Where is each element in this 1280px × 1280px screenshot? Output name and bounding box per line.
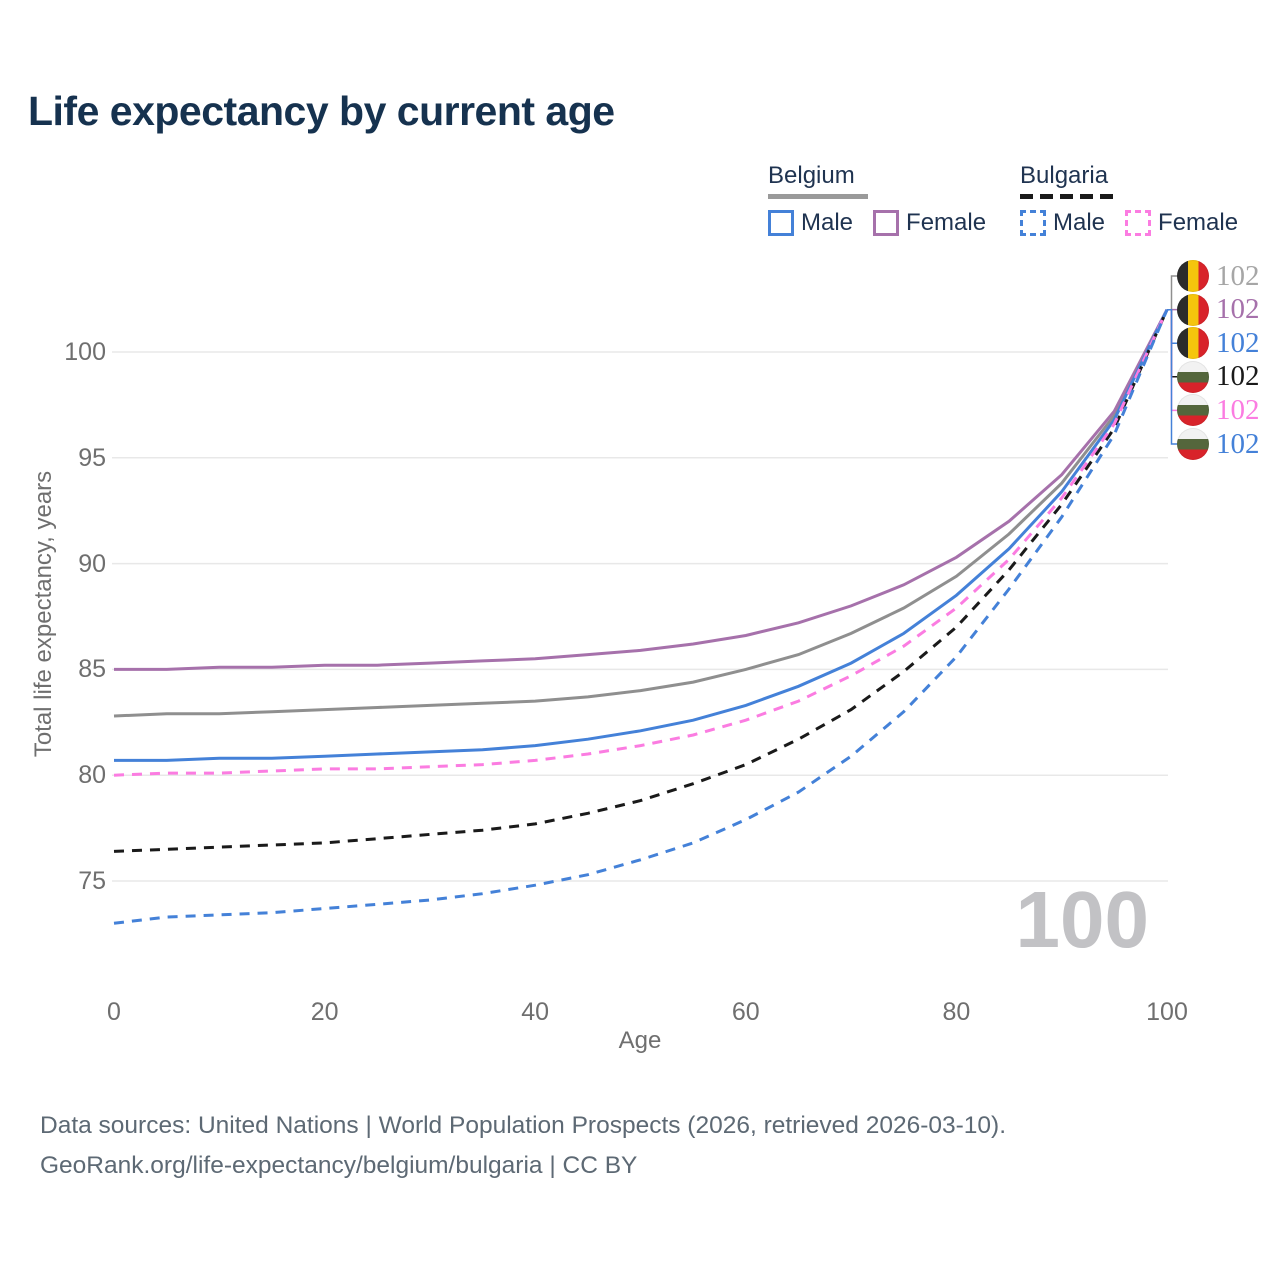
belgium-female-line-swatch <box>873 210 900 236</box>
legend-country-belgium-label: Belgium <box>768 162 855 189</box>
footer: Data sources: United Nations | World Pop… <box>40 1106 1006 1186</box>
legend-item-belgium-female-label: Female <box>906 209 987 236</box>
flag-bulgaria-icon <box>1177 360 1209 393</box>
end-label-connector-bulgaria-male <box>1167 308 1177 445</box>
legend-belgium-solid-line-swatch <box>768 194 868 199</box>
end-label-connector-belgium-all <box>1167 275 1177 311</box>
x-tick-40: 40 <box>521 998 550 1026</box>
legend-item-belgium-female[interactable]: Female <box>873 209 986 237</box>
end-label-belgium-all: 102 <box>1177 260 1260 293</box>
x-tick-60: 60 <box>731 998 760 1026</box>
y-tick-95: 95 <box>78 443 106 472</box>
page-title: Life expectancy by current age <box>28 88 615 134</box>
y-tick-90: 90 <box>78 549 106 578</box>
end-label-value-belgium-male: 102 <box>1216 326 1260 359</box>
legend-item-bulgaria-female-label: Female <box>1158 209 1239 236</box>
end-label-value-bulgaria-all: 102 <box>1216 360 1260 393</box>
belgium-male-line-swatch <box>768 210 794 236</box>
series-line-bulgaria-female <box>113 309 1169 777</box>
age-watermark: 100 <box>1015 875 1149 964</box>
legend-country-bulgaria-label: Bulgaria <box>1020 162 1109 189</box>
end-label-value-bulgaria-male: 102 <box>1216 427 1260 460</box>
legend-country-bulgaria[interactable]: Bulgaria <box>1020 162 1238 199</box>
x-tick-80: 80 <box>942 998 971 1026</box>
legend-group-bulgaria: Bulgaria Male Female <box>1020 162 1238 237</box>
end-label-value-belgium-female: 102 <box>1216 293 1260 326</box>
series-line-belgium-female <box>114 309 1169 671</box>
x-axis-title: Age <box>618 1027 662 1054</box>
legend-group-belgium: Belgium Male Female <box>768 162 986 237</box>
footer-data-sources: Data sources: United Nations | World Pop… <box>40 1112 1007 1139</box>
end-label-value-bulgaria-female: 102 <box>1216 393 1260 426</box>
y-tick-85: 85 <box>78 655 106 684</box>
y-tick-100: 100 <box>64 338 106 366</box>
end-label-belgium-female: 102 <box>1177 293 1260 326</box>
series-line-belgium-all <box>113 309 1169 718</box>
x-tick-100: 100 <box>1146 998 1188 1026</box>
flag-belgium-icon <box>1177 260 1209 292</box>
legend-item-bulgaria-male[interactable]: Male <box>1020 209 1105 237</box>
legend-bulgaria-dashed-line-swatch <box>1020 194 1118 199</box>
series-line-bulgaria-male <box>113 309 1169 925</box>
bulgaria-male-line-swatch <box>1020 210 1046 236</box>
series-line-bulgaria-all <box>113 309 1169 853</box>
legend-country-belgium[interactable]: Belgium <box>768 162 986 199</box>
end-label-bulgaria-all: 102 <box>1177 360 1260 393</box>
x-tick-0: 0 <box>107 998 121 1026</box>
x-tick-20: 20 <box>310 998 339 1026</box>
y-tick-80: 80 <box>78 761 106 790</box>
flag-bulgaria-icon <box>1177 394 1209 427</box>
end-label-value-belgium-all: 102 <box>1216 259 1260 292</box>
flag-bulgaria-icon <box>1177 428 1209 460</box>
y-axis-title: Total life expectancy, years <box>30 470 57 758</box>
flag-belgium-icon <box>1177 327 1209 360</box>
bulgaria-female-line-swatch <box>1125 210 1152 236</box>
legend-item-bulgaria-female[interactable]: Female <box>1125 209 1238 237</box>
legend-item-bulgaria-male-label: Male <box>1053 209 1106 236</box>
footer-attribution: GeoRank.org/life-expectancy/belgium/bulg… <box>40 1152 638 1179</box>
y-tick-75: 75 <box>78 867 106 895</box>
end-label-belgium-male: 102 <box>1177 327 1260 360</box>
flag-belgium-icon <box>1177 293 1209 326</box>
legend-item-belgium-male[interactable]: Male <box>768 209 853 237</box>
end-label-bulgaria-female: 102 <box>1177 394 1260 427</box>
end-label-bulgaria-male: 102 <box>1177 428 1260 461</box>
legend-item-belgium-male-label: Male <box>801 209 854 236</box>
series-line-belgium-male <box>114 309 1169 762</box>
